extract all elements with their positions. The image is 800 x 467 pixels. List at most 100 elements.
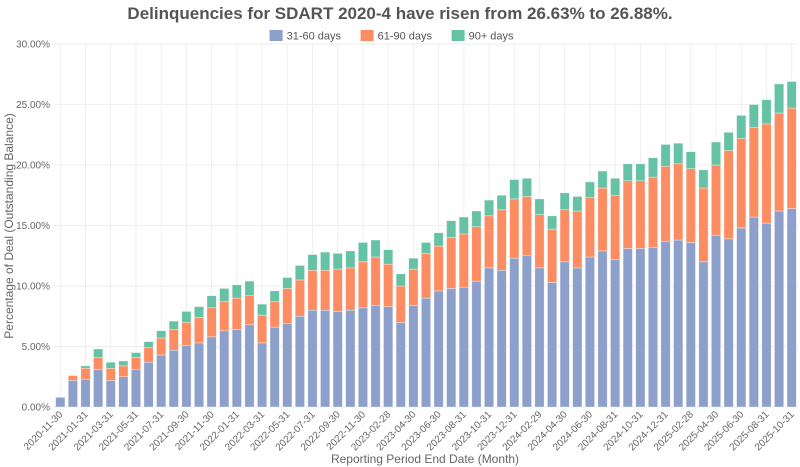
- bar-31-60-days-2020-11-30: [55, 397, 66, 408]
- bar-31-60-days-2023-06-30: [433, 290, 444, 408]
- bar-61-90-days-2022-04-30: [269, 301, 280, 328]
- bar-31-60-days-2024-03-31: [547, 282, 558, 408]
- bar-61-90-days-2023-07-31: [446, 237, 457, 289]
- bar-61-90-days-2024-08-31: [610, 194, 621, 260]
- bar-31-60-days-2025-07-31: [748, 216, 759, 408]
- x-axis-ticks: 2020-11-302021-01-312021-03-312021-05-31…: [22, 409, 797, 453]
- bar-31-60-days-2025-04-30: [711, 234, 721, 408]
- bar-61-90-days-2021-02-28: [93, 357, 104, 370]
- bar-90-days-2024-09-30: [622, 163, 633, 182]
- bar-31-60-days-2021-08-31: [168, 349, 179, 408]
- bar-61-90-days-2024-06-30: [584, 197, 595, 258]
- bar-31-60-days-2025-02-28: [685, 242, 696, 408]
- bar-90-days-2022-03-31: [257, 303, 268, 316]
- legend-item[interactable]: 61-90 days: [360, 30, 433, 43]
- bar-31-60-days-2024-11-30: [648, 246, 658, 408]
- bar-31-60-days-2023-05-31: [421, 297, 431, 408]
- bar-61-90-days-2023-12-31: [509, 198, 520, 259]
- bar-31-60-days-2021-05-31: [131, 369, 141, 408]
- bar-31-60-days-2024-06-30: [584, 256, 595, 408]
- bar-90-days-2022-08-31: [320, 251, 331, 271]
- bar-61-90-days-2022-03-31: [257, 314, 268, 344]
- bar-31-60-days-2024-04-30: [559, 261, 570, 408]
- bar-31-60-days-2023-07-31: [446, 288, 457, 408]
- bar-90-days-2023-07-31: [446, 220, 457, 238]
- bar-31-60-days-2024-10-31: [635, 248, 646, 408]
- bar-61-90-days-2022-11-30: [357, 261, 368, 309]
- bar-31-60-days-2021-12-31: [219, 330, 230, 408]
- y-tick-label: 5.00%: [22, 342, 50, 353]
- bar-90-days-2021-03-31: [105, 361, 116, 369]
- bar-31-60-days-2021-02-28: [93, 369, 104, 408]
- bar-90-days-2021-01-31: [80, 365, 91, 369]
- bar-31-60-days-2025-03-31: [698, 261, 709, 408]
- legend-item[interactable]: 90+ days: [451, 30, 514, 43]
- legend-label: 90+ days: [469, 31, 514, 43]
- y-axis-title: Percentage of Deal (Outstanding Balance): [2, 113, 16, 338]
- bar-31-60-days-2021-10-31: [194, 342, 204, 408]
- bar-61-90-days-2023-05-31: [421, 253, 431, 299]
- bar-90-days-2025-02-28: [685, 151, 696, 169]
- bar-61-90-days-2024-04-30: [559, 209, 570, 263]
- bar-61-90-days-2021-06-30: [143, 347, 154, 363]
- bar-90-days-2021-06-30: [143, 341, 154, 349]
- bar-61-90-days-2025-10-31: [786, 107, 797, 209]
- bar-31-60-days-2021-07-31: [156, 354, 167, 408]
- bar-90-days-2021-09-30: [181, 311, 192, 323]
- bar-90-days-2021-08-31: [168, 320, 179, 330]
- bar-90-days-2022-07-31: [307, 254, 318, 271]
- bar-61-90-days-2025-03-31: [698, 187, 709, 263]
- bar-61-90-days-2024-11-30: [648, 176, 658, 248]
- bar-61-90-days-2025-09-30: [774, 112, 785, 212]
- bar-61-90-days-2021-03-31: [105, 367, 116, 381]
- y-tick-label: 15.00%: [16, 221, 50, 232]
- bar-90-days-2025-08-31: [761, 99, 772, 125]
- bar-61-90-days-2024-01-31: [521, 196, 532, 257]
- bar-90-days-2023-10-31: [484, 199, 495, 217]
- bar-31-60-days-2024-12-31: [660, 240, 671, 408]
- y-axis-ticks: 0.00% 5.00% 10.00% 15.00% 20.00% 25.00% 30.00%: [16, 40, 50, 414]
- bar-61-90-days-2021-05-31: [131, 357, 141, 370]
- bar-31-60-days-2025-06-30: [736, 227, 747, 408]
- bar-31-60-days-2023-11-30: [496, 269, 507, 408]
- bar-90-days-2022-10-31: [345, 250, 356, 269]
- bar-90-days-2025-05-31: [723, 132, 734, 151]
- bar-31-60-days-2022-10-31: [345, 309, 356, 408]
- bar-61-90-days-2022-01-31: [231, 297, 242, 330]
- bar-90-days-2025-01-31: [673, 142, 684, 165]
- bar-31-60-days-2022-09-30: [332, 311, 343, 408]
- bar-90-days-2025-07-31: [748, 104, 759, 128]
- bar-90-days-2022-05-31: [282, 277, 293, 289]
- bar-90-days-2021-04-30: [118, 360, 129, 367]
- bar-90-days-2024-11-30: [648, 157, 658, 178]
- legend-swatch: [269, 30, 283, 41]
- bar-61-90-days-2025-05-31: [723, 150, 734, 240]
- bar-90-days-2023-05-31: [421, 242, 431, 254]
- bar-90-days-2024-06-30: [584, 181, 595, 198]
- y-tick-label: 25.00%: [16, 100, 50, 111]
- bars: [55, 81, 797, 408]
- bar-61-90-days-2021-08-31: [168, 329, 179, 351]
- bar-90-days-2023-01-31: [370, 239, 381, 258]
- legend-swatch: [360, 30, 374, 41]
- bar-31-60-days-2025-09-30: [774, 210, 785, 408]
- y-tick-label: 10.00%: [16, 282, 50, 293]
- bar-61-90-days-2023-09-30: [471, 226, 482, 282]
- bar-90-days-2024-03-31: [547, 215, 558, 230]
- bar-31-60-days-2021-04-30: [118, 376, 129, 408]
- legend-item[interactable]: 31-60 days: [269, 30, 342, 43]
- bar-61-90-days-2025-08-31: [761, 123, 772, 224]
- bar-90-days-2023-12-31: [509, 179, 520, 200]
- bar-61-90-days-2023-10-31: [484, 215, 495, 269]
- bar-90-days-2025-10-31: [786, 81, 797, 109]
- bar-61-90-days-2023-01-31: [370, 256, 381, 306]
- bar-31-60-days-2022-08-31: [320, 309, 331, 408]
- bar-90-days-2023-06-30: [433, 232, 444, 247]
- bar-31-60-days-2024-07-31: [597, 250, 608, 408]
- bar-61-90-days-2024-03-31: [547, 228, 558, 283]
- bar-61-90-days-2022-09-30: [332, 268, 343, 312]
- bar-90-days-2024-10-31: [635, 163, 646, 182]
- bar-31-60-days-2024-05-31: [572, 267, 583, 408]
- bar-90-days-2024-12-31: [660, 144, 671, 167]
